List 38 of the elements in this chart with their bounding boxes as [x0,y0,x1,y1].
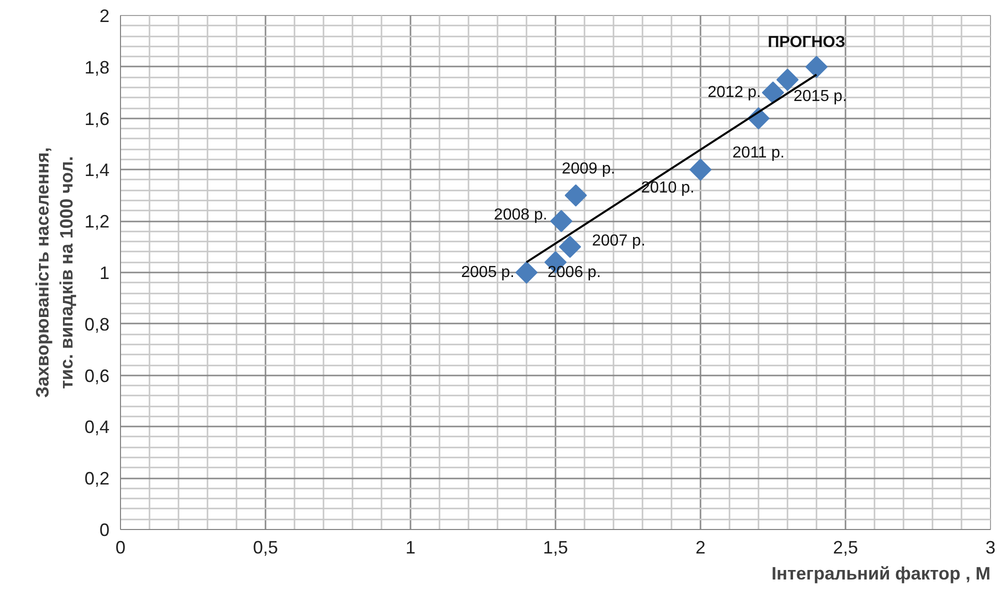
y-tick-label: 0,2 [84,468,110,489]
y-tick-label: 0,8 [84,314,110,334]
point [776,68,799,91]
annotation: 2011 р. [732,144,785,162]
x-tick-label: 2 [695,538,706,558]
point [558,236,582,258]
annotation: 2012 р. [708,84,762,102]
y-axis-title: Захворюваність населення, тис. випадків на 1000 чол. [32,147,76,398]
annotation: 2006 р. [548,264,601,282]
x-tick-label: 1 [405,538,416,558]
y-tick-label: 1,4 [84,160,110,180]
point [805,56,828,78]
y-tick-label: 0 [99,520,110,540]
point [689,158,712,181]
annotation: 2005 р. [461,264,515,281]
x-tick-label: 0 [115,538,126,558]
annotation: 2007 р. [592,232,646,250]
x-tick-label: 3 [985,538,996,558]
x-tick-label: 1,5 [542,538,568,558]
annotation: 2009 р. [562,160,616,178]
y-tick-label: 1,6 [84,108,110,129]
y-tick-label: 1,8 [84,57,110,78]
point [564,184,587,207]
x-tick-label: 2,5 [832,538,858,558]
annotation: ПРОГНОЗ [768,34,846,51]
y-tick-label: 1,2 [84,212,110,232]
x-tick-label: 0,5 [252,538,278,558]
annotation: 2010 р. [641,180,695,197]
point [550,210,572,232]
y-tick-label: 1 [99,263,110,283]
y-tick-label: 0,6 [84,366,110,386]
annotation: 2015 р. [794,88,847,105]
y-tick-label: 2 [99,6,110,26]
point [762,81,784,104]
y-tick-label: 0,4 [84,417,110,438]
point [515,261,538,284]
annotation: 2008 р. [494,206,548,224]
x-axis-title: Інтегральний фактор , М [771,564,991,584]
